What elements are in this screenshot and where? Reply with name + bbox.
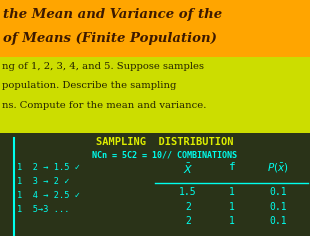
Text: ng of 1, 2, 3, 4, and 5. Suppose samples: ng of 1, 2, 3, 4, and 5. Suppose samples [2, 62, 204, 71]
Text: 2: 2 [185, 202, 191, 212]
Text: $P(\bar{x})$: $P(\bar{x})$ [267, 162, 289, 175]
Text: 0.1: 0.1 [269, 216, 287, 226]
Text: NCn = 5C2 = 10// COMBINATIONS: NCn = 5C2 = 10// COMBINATIONS [92, 150, 237, 159]
Text: SAMPLING  DISTRIBUTION: SAMPLING DISTRIBUTION [96, 137, 234, 147]
Text: 2: 2 [185, 216, 191, 226]
Text: 1  4 → 2.5 ✓: 1 4 → 2.5 ✓ [17, 191, 80, 200]
Text: 0.1: 0.1 [269, 187, 287, 197]
Text: ns. Compute for the mean and variance.: ns. Compute for the mean and variance. [2, 101, 206, 110]
Bar [0, 133, 310, 236]
Text: 1  3 → 2 ✓: 1 3 → 2 ✓ [17, 177, 69, 186]
Text: the Mean and Variance of the: the Mean and Variance of the [3, 8, 222, 21]
Bar [0, 0, 310, 57]
Text: 1: 1 [229, 187, 235, 197]
Text: of Means (Finite Population): of Means (Finite Population) [3, 32, 217, 45]
Text: $\bar{X}$: $\bar{X}$ [183, 162, 193, 176]
Text: f: f [229, 162, 235, 172]
Text: 1  5→3 ...: 1 5→3 ... [17, 205, 69, 214]
Text: 1.5: 1.5 [179, 187, 197, 197]
Text: 1: 1 [229, 216, 235, 226]
Text: population. Describe the sampling: population. Describe the sampling [2, 81, 176, 90]
Text: 0.1: 0.1 [269, 202, 287, 212]
Text: 1: 1 [229, 202, 235, 212]
Bar [0, 57, 310, 133]
Text: 1  2 → 1.5 ✓: 1 2 → 1.5 ✓ [17, 163, 80, 172]
